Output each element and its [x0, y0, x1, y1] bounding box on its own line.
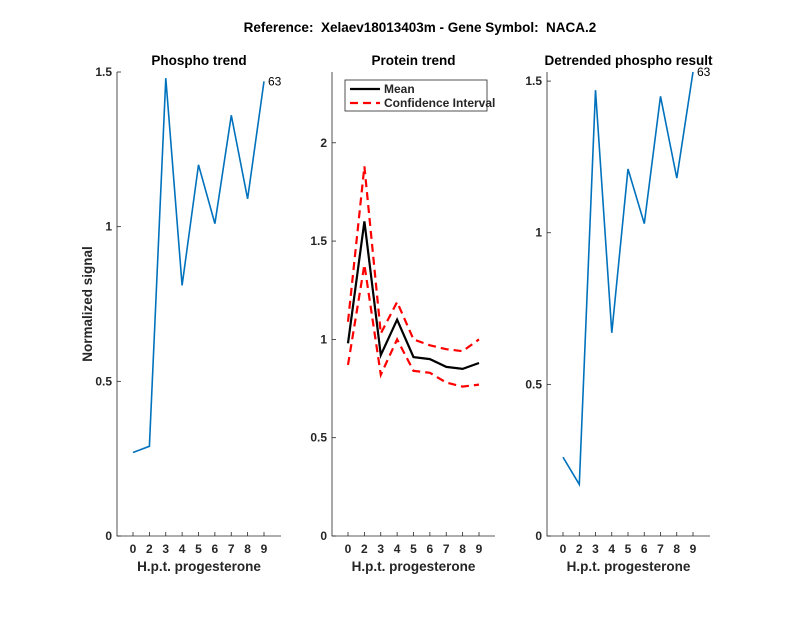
legend-ci-label: Confidence Interval [384, 96, 495, 110]
x-tick-label: 7 [228, 542, 235, 556]
series-line-confidence-interval-lower [346, 264, 480, 388]
point-annotation: 63 [697, 65, 711, 79]
figure-title: Reference: Xelaev18013403m - Gene Symbol… [244, 20, 597, 35]
x-tick-label: 9 [690, 542, 697, 556]
x-tick-label: 5 [625, 542, 632, 556]
panel-title: Detrended phospho result [544, 53, 713, 68]
x-tick-label: 4 [608, 542, 615, 556]
series-line-detrended [562, 71, 694, 488]
series-line-confidence-interval-upper [346, 166, 480, 353]
x-tick-label: 0 [560, 542, 567, 556]
y-tick-label: 1 [535, 226, 542, 240]
y-tick-label: 0.5 [95, 374, 112, 388]
x-tick-label: 5 [410, 542, 417, 556]
x-tick-label: 0 [345, 542, 352, 556]
y-tick-label: 0 [320, 529, 327, 543]
y-tick-label: 1.5 [525, 74, 542, 88]
x-tick-label: 4 [394, 542, 401, 556]
x-tick-label: 7 [657, 542, 664, 556]
y-tick-label: 1.5 [95, 65, 112, 79]
x-tick-label: 2 [576, 542, 583, 556]
x-axis-label: H.p.t. progesterone [567, 559, 691, 574]
y-tick-label: 1.5 [310, 234, 327, 248]
x-axis-label: H.p.t. progesterone [352, 559, 476, 574]
x-tick-label: 5 [195, 542, 202, 556]
x-tick-label: 8 [244, 542, 251, 556]
y-tick-label: 2 [320, 136, 327, 150]
y-tick-label: 0 [105, 529, 112, 543]
x-tick-label: 9 [261, 542, 268, 556]
x-tick-label: 2 [361, 542, 368, 556]
legend-mean-label: Mean [384, 82, 415, 96]
x-tick-label: 2 [146, 542, 153, 556]
x-tick-label: 3 [377, 542, 384, 556]
y-tick-label: 1 [320, 332, 327, 346]
y-axis-label: Normalized signal [80, 246, 95, 362]
y-tick-label: 0.5 [310, 431, 327, 445]
x-tick-label: 3 [162, 542, 169, 556]
x-tick-label: 0 [130, 542, 137, 556]
x-tick-label: 7 [443, 542, 450, 556]
panel-title: Phospho trend [151, 53, 246, 68]
x-tick-label: 6 [641, 542, 648, 556]
y-tick-label: 1 [105, 220, 112, 234]
y-tick-label: 0 [535, 529, 542, 543]
x-tick-label: 4 [179, 542, 186, 556]
x-tick-label: 8 [459, 542, 466, 556]
y-tick-label: 0.5 [525, 377, 542, 391]
x-tick-label: 6 [212, 542, 219, 556]
panel-title: Protein trend [371, 53, 455, 68]
x-tick-label: 9 [476, 542, 483, 556]
x-tick-label: 8 [673, 542, 680, 556]
x-axis-label: H.p.t. progesterone [137, 559, 261, 574]
series-line-mean [346, 221, 480, 371]
legend-box [344, 79, 488, 112]
point-annotation: 63 [268, 74, 282, 88]
x-tick-label: 3 [592, 542, 599, 556]
x-tick-label: 6 [427, 542, 434, 556]
